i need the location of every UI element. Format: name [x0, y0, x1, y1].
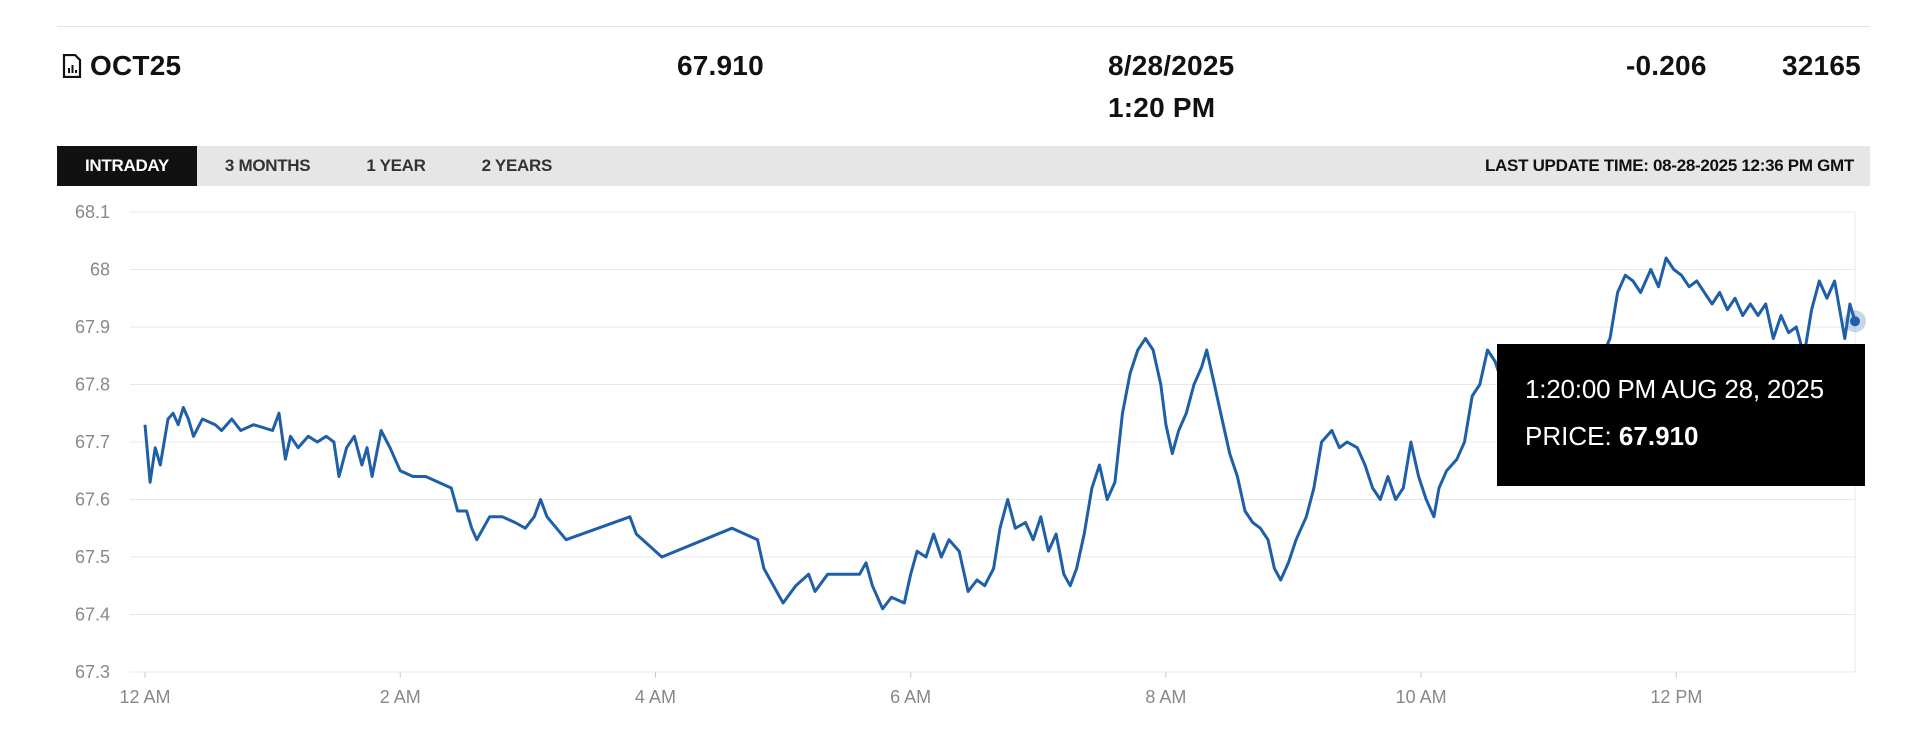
- contract-label: OCT25: [90, 50, 182, 81]
- last-update-time: LAST UPDATE TIME: 08-28-2025 12:36 PM GM…: [1484, 156, 1854, 175]
- quote-time: 1:20 PM: [1108, 92, 1216, 123]
- x-tick-label: 8 AM: [1145, 687, 1186, 707]
- tab-3-months[interactable]: 3 MONTHS: [224, 156, 311, 175]
- last-price: 67.910: [677, 50, 764, 81]
- quote-date: 8/28/2025: [1108, 50, 1235, 81]
- y-tick-label: 67.9: [75, 317, 110, 337]
- tooltip-price: PRICE: 67.910: [1525, 421, 1837, 452]
- chart-tooltip: 1:20:00 PM AUG 28, 2025 PRICE: 67.910: [1497, 344, 1865, 486]
- top-divider: [57, 26, 1870, 27]
- tab-intraday[interactable]: INTRADAY: [57, 146, 197, 186]
- y-tick-label: 68: [90, 260, 110, 280]
- x-tick-label: 2 AM: [380, 687, 421, 707]
- y-tick-label: 67.6: [75, 490, 110, 510]
- y-tick-label: 67.7: [75, 432, 110, 452]
- quote-row: OCT25 67.910 8/28/2025 1:20 PM -0.206 32…: [0, 50, 1920, 130]
- price-series-line: [143, 256, 1857, 611]
- y-tick-label: 67.3: [75, 662, 110, 682]
- hover-marker: [1850, 316, 1860, 327]
- tooltip-price-value: 67.910: [1618, 421, 1699, 451]
- x-tick-label: 12 AM: [119, 687, 170, 707]
- y-tick-label: 67.8: [75, 375, 110, 395]
- x-tick-label: 12 PM: [1650, 687, 1702, 707]
- x-tick-label: 6 AM: [890, 687, 931, 707]
- y-tick-label: 67.4: [75, 605, 110, 625]
- tooltip-time: 1:20:00 PM AUG 28, 2025: [1525, 374, 1824, 404]
- chart-document-icon: [62, 54, 82, 78]
- tab-1-year[interactable]: 1 YEAR: [366, 156, 426, 175]
- x-tick-label: 10 AM: [1396, 687, 1447, 707]
- price-change: -0.206: [1626, 50, 1707, 81]
- tooltip-price-label: PRICE:: [1525, 421, 1612, 451]
- range-tab-bar: INTRADAY 3 MONTHS 1 YEAR 2 YEARS LAST UP…: [57, 146, 1870, 186]
- x-tick-label: 4 AM: [635, 687, 676, 707]
- y-tick-label: 67.5: [75, 547, 110, 567]
- contract-symbol[interactable]: OCT25: [62, 50, 181, 82]
- volume: 32165: [1782, 50, 1861, 81]
- tab-2-years[interactable]: 2 YEARS: [481, 156, 553, 175]
- y-tick-label: 68.1: [75, 202, 110, 222]
